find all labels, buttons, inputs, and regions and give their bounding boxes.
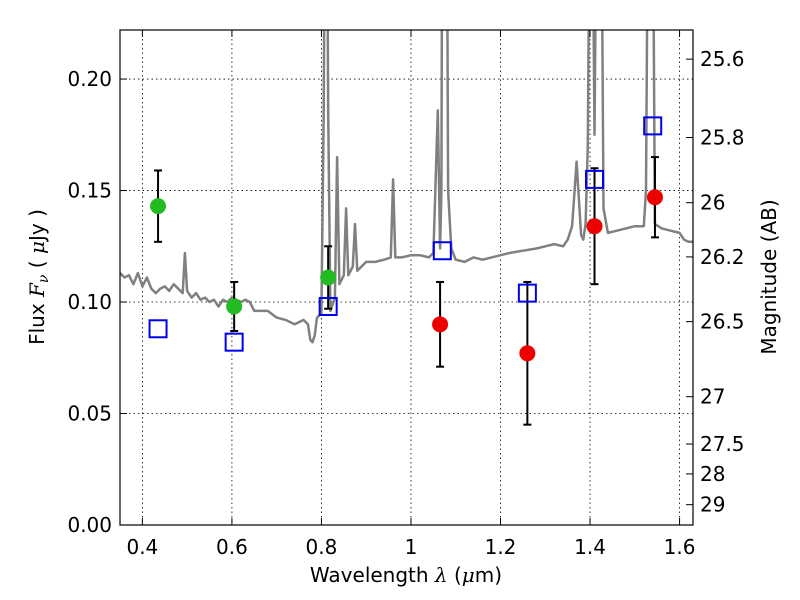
y-tick-labels: 0.00 0.05 0.10 0.15 0.20 [67,67,112,537]
axis-ticks [120,30,693,526]
y2-tick-label-2: 26 [700,191,725,215]
green-point-1 [226,298,243,315]
y2-tick-label-5: 27 [700,385,725,409]
box-point-0 [148,319,168,339]
y-tick-label-1: 0.05 [67,402,112,426]
green-point-2 [320,269,337,286]
y-tick-label-4: 0.20 [67,67,112,91]
box-point-2 [318,296,338,316]
box-points [148,116,663,352]
x-tick-label-1: 0.6 [216,535,248,559]
red-point-1 [519,345,536,362]
y2-tick-label-4: 26.5 [700,310,745,334]
error-bars [154,156,659,426]
grid-lines [120,30,693,526]
y2-tick-label-3: 26.2 [700,245,745,269]
x-tick-labels: 0.4 0.6 0.8 1 1.2 1.4 1.6 [126,535,695,559]
red-points [432,189,663,362]
y2-axis-title: Magnitude (AB) [757,199,781,354]
y2-tick-labels: 25.6 25.8 26 26.2 26.5 27 27.5 28 29 [700,47,745,517]
red-point-0 [432,316,449,333]
red-point-2 [586,218,603,235]
box-point-6 [643,116,663,136]
red-point-3 [646,189,663,206]
x-tick-label-2: 0.8 [306,535,338,559]
plot-frame [119,29,694,526]
x-axis-title: Wavelength λ (μm) [310,563,502,587]
x-tick-label-5: 1.4 [574,535,606,559]
box-point-5 [585,169,605,189]
y2-tick-label-7: 28 [700,462,725,486]
box-point-3 [432,241,452,261]
y-axis-title: Flux Fν ( μJy ) [25,209,52,345]
model-spectrum-line [120,30,693,344]
green-points [150,198,337,315]
data-layer [120,30,693,426]
x-tick-label-0: 0.4 [126,535,158,559]
y-tick-label-3: 0.15 [67,179,112,203]
x-tick-label-4: 1.2 [485,535,517,559]
y2-tick-label-6: 27.5 [700,432,745,456]
y-tick-label-0: 0.00 [67,513,112,537]
y2-tick-label-1: 25.8 [700,126,745,150]
y2-tick-label-8: 29 [700,493,725,517]
x-tick-label-3: 1 [405,535,418,559]
x-tick-label-6: 1.6 [664,535,696,559]
y-tick-label-2: 0.10 [67,290,112,314]
green-point-0 [150,198,167,215]
box-point-1 [224,332,244,352]
y2-tick-label-0: 25.6 [700,47,745,71]
box-point-4 [517,283,537,303]
